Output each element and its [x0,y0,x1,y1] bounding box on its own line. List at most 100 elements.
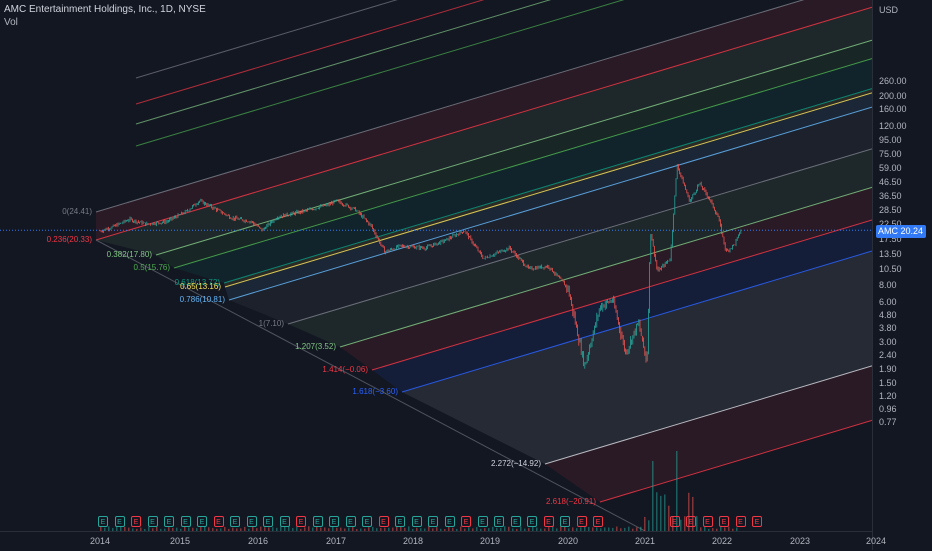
earnings-marker[interactable]: E [461,516,471,527]
volume-bar [396,526,398,531]
earnings-marker[interactable]: E [428,516,438,527]
earnings-marker[interactable]: E [180,516,191,527]
price-tick-label: 260.00 [879,75,907,86]
volume-bar [736,527,738,531]
volume-bar [548,527,550,531]
volume-bar [104,527,106,531]
volume-bar [424,528,426,531]
earnings-marker[interactable]: E [164,516,174,527]
volume-bar [256,528,258,531]
fib-level-line [544,365,872,465]
volume-bar [312,527,314,531]
price-tick-label: 10.50 [879,263,902,274]
earnings-marker[interactable]: E [752,516,762,527]
earnings-marker[interactable]: E [312,516,323,527]
time-axis[interactable]: 2014 2015 2016 2017 2018 2019 2020 2021 2022 2023… [0,531,886,551]
price-axis[interactable]: USD 260.00 200.00 160.00 120.00 95.00 75.00 59… [872,0,932,550]
fib-level-label: 0.618(13.72) [174,278,220,287]
price-tick-label: 0.77 [879,416,897,427]
earnings-marker[interactable]: E [576,516,587,527]
earnings-marker[interactable]: E [296,516,306,527]
fib-level-line [95,0,805,213]
earnings-marker[interactable]: E [329,516,339,527]
price-tick-label: 36.50 [879,190,902,201]
volume-bar [124,526,126,531]
volume-bar [216,528,218,531]
volume-bar [504,526,506,531]
earnings-marker[interactable]: E [378,516,389,527]
earnings-marker[interactable]: E [593,516,603,527]
earnings-marker[interactable]: E [477,516,488,527]
earnings-marker[interactable]: E [510,516,521,527]
time-tick-label: 2018 [402,536,424,546]
time-tick-label: 2022 [711,536,733,546]
volume-bar [348,527,350,531]
volume-bar [108,526,110,531]
earnings-marker[interactable]: E [411,516,422,527]
fib-band [224,88,872,287]
earnings-marker[interactable]: E [345,516,356,527]
volume-bar [436,527,438,531]
earnings-marker[interactable]: E [230,516,240,527]
fib-diagonal-line [95,239,646,531]
volume-bar [720,526,722,531]
earnings-marker[interactable]: E [686,516,696,527]
earnings-marker[interactable]: E [669,516,680,527]
earnings-marker[interactable]: E [719,516,729,527]
price-tick-label: 3.80 [879,323,897,334]
volume-bar [520,526,522,531]
earnings-marker[interactable]: E [527,516,537,527]
fib-band [156,40,872,269]
volume-bar [704,526,706,531]
earnings-marker[interactable]: E [395,516,405,527]
volume-bar [588,527,590,531]
earnings-marker[interactable]: E [246,516,257,527]
volume-bar [304,527,306,531]
time-tick-label: 2017 [325,536,347,546]
earnings-marker[interactable]: E [444,516,455,527]
earnings-marker[interactable]: E [362,516,372,527]
earnings-marker[interactable]: E [98,516,108,527]
price-tick-label: 1.90 [879,364,897,374]
earnings-marker[interactable]: E [147,516,158,527]
earnings-marker[interactable]: E [560,516,570,527]
volume-bar [692,496,694,531]
earnings-marker[interactable]: E [735,516,746,527]
price-tick-label: 17.50 [879,233,902,244]
earnings-marker[interactable]: E [114,516,125,527]
time-tick-label: 2016 [247,536,269,546]
volume-bar [572,527,574,531]
volume-bar [496,527,498,531]
fib-band [372,220,872,392]
volume-bar [668,505,670,531]
volume-bar [528,528,530,531]
earnings-marker[interactable]: E [263,516,273,527]
earnings-marker[interactable]: E [702,516,713,527]
price-tick-label: 46.50 [879,176,902,187]
volume-bar [464,528,466,531]
volume-bar [184,526,186,531]
volume-bar [600,528,602,531]
volume-bar [460,526,462,531]
volume-bar [324,527,326,531]
earnings-marker[interactable]: E [213,516,224,527]
fib-level-line [228,106,872,301]
volume-bar [484,528,486,531]
volume-bar [316,526,318,531]
fib-level-line [287,148,872,325]
volume-bar [280,526,282,531]
earnings-marker[interactable]: E [494,516,504,527]
plot-area[interactable] [0,0,872,531]
volume-bar [140,527,142,531]
volume-bar [200,526,202,531]
volume-bar [224,526,226,531]
earnings-marker[interactable]: E [543,516,554,527]
volume-bar [228,528,230,531]
volume-bar [652,461,654,531]
earnings-marker[interactable]: E [279,516,290,527]
volume-bar [672,516,674,531]
volume-bar [616,526,618,531]
earnings-marker[interactable]: E [131,516,141,527]
earnings-marker[interactable]: E [197,516,207,527]
